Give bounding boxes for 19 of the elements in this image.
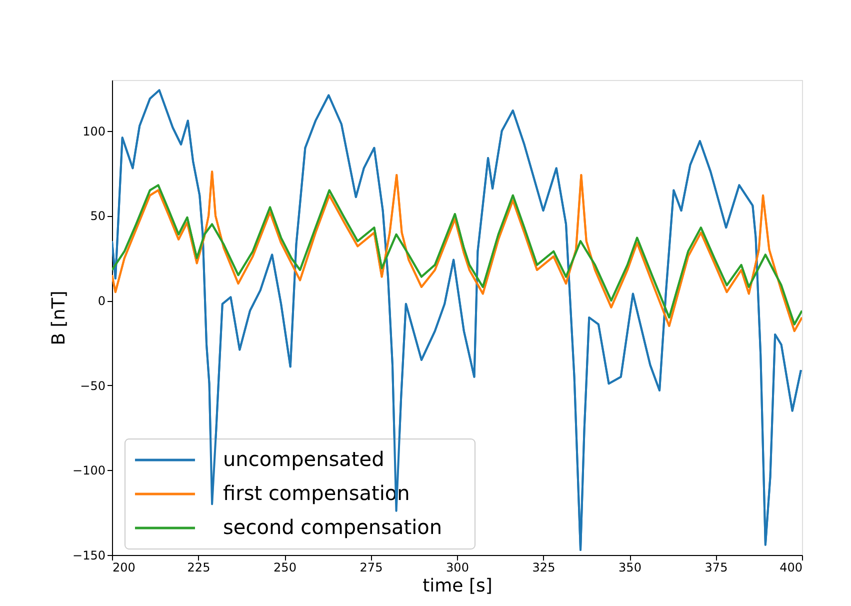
x-axis-title: time [s] [422,576,492,596]
x-tick-label: 225 [187,560,210,574]
y-tick-label: −100 [72,464,106,478]
y-axis-title: B [nT] [48,290,70,346]
x-tick-label: 200 [112,560,136,574]
x-tick-label: 300 [446,560,469,574]
y-tick-label: 50 [90,209,106,224]
x-tick-label: 325 [532,560,556,574]
x-tick-label: 250 [274,560,296,574]
y-tick-label: 0 [98,294,106,308]
x-tick-label: 400 [780,560,802,574]
y-tick-label: −150 [72,548,106,562]
legend-label: second compensation [223,515,442,539]
legend-label: uncompensated [223,447,384,471]
y-tick-label: 100 [82,124,106,138]
x-tick-label: 375 [704,560,728,574]
x-tick-label: 350 [618,560,642,574]
x-tick-label: 275 [360,560,383,574]
y-tick-label: −50 [80,378,106,393]
